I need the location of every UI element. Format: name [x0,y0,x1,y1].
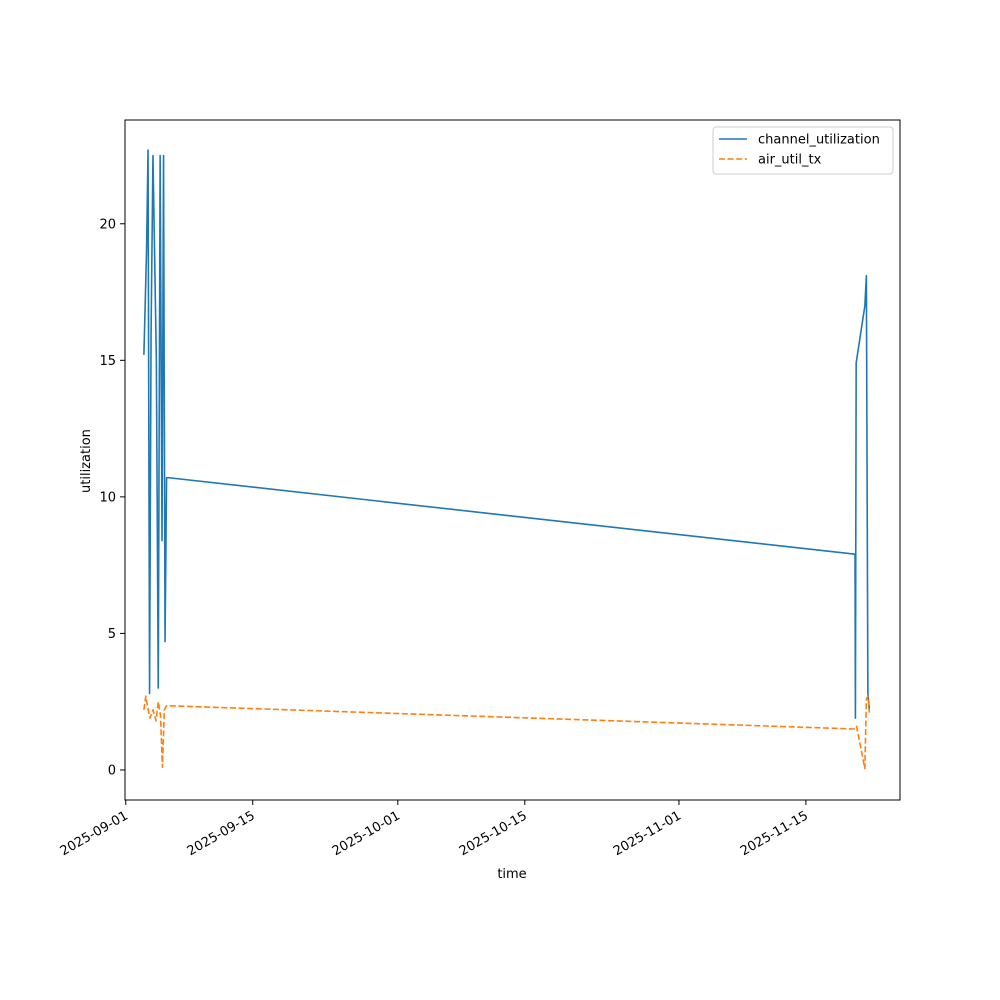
axes-frame [124,119,901,801]
legend-box [712,126,894,175]
y-tick-label-4: 20 [99,217,116,232]
y-axis-label: utilization [79,429,94,493]
y-tick-label-3: 15 [99,354,116,369]
legend-label-channel_utilization: channel_utilization [758,133,880,148]
y-tick-label-2: 10 [99,490,116,505]
legend-label-air_util_tx: air_util_tx [758,153,822,168]
plot-area [143,149,871,770]
y-tick-label-0: 0 [108,763,116,778]
series-line-air_util_tx [143,695,871,770]
x-axis-label: time [497,867,526,882]
y-tick-label-1: 5 [108,627,116,642]
series-line-channel_utilization [143,149,871,719]
legend: channel_utilization air_util_tx [712,126,894,175]
